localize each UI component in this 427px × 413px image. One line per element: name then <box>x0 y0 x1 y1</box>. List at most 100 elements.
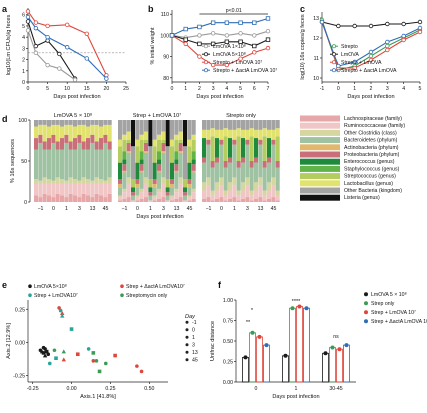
panel-d-bar-segment <box>170 200 175 202</box>
panel-d-bar-segment <box>202 190 207 199</box>
panel-f-point <box>330 345 335 350</box>
panel-d-bar-segment <box>219 120 224 130</box>
panel-d-bar-segment <box>148 146 153 180</box>
panel-d-bar-segment <box>236 190 241 196</box>
panel-b-series-3-point <box>197 24 202 30</box>
panel-d-bar-segment <box>152 197 157 201</box>
panel-d-bar-segment <box>210 120 215 129</box>
panel-e-legend-label: Strep + LmOVA10⁷ <box>34 293 78 299</box>
panel-d-bar-segment <box>258 139 263 145</box>
panel-b-x-tick-label: 7 <box>267 86 270 92</box>
panel-d-bar-segment <box>161 177 166 184</box>
panel-d-bar-segment <box>178 131 183 140</box>
panel-d-bar-segment <box>223 161 228 168</box>
panel-d-bar-segment <box>118 120 123 140</box>
panel-e-x-tick-label: 0.50 <box>144 386 154 392</box>
panel-d-bar-segment <box>206 129 211 140</box>
panel-f-bar <box>282 355 289 383</box>
panel-d-legend-label: Listeria (genus) <box>344 195 380 201</box>
panel-d-bar-segment <box>77 124 82 135</box>
panel-f-point <box>264 343 269 348</box>
panel-d-group-title: LmOVA 5 × 10⁸ <box>54 112 93 119</box>
panel-d-bar-segment <box>157 188 162 193</box>
panel-d-bar-segment <box>126 142 131 152</box>
panel-d-x-tick-label: 1 <box>233 206 236 212</box>
panel-d-bar-segment <box>202 162 207 183</box>
panel-d-bar-segment <box>94 177 99 184</box>
panel-d-bar-segment <box>131 195 136 201</box>
panel-d-bar-segment <box>148 179 153 188</box>
panel-d-bar-segment <box>152 120 157 140</box>
panel-d-bar-segment <box>191 120 196 135</box>
panel-d-legend-label: Bacteroidetes (phylum) <box>344 138 398 144</box>
panel-c-series-1-point <box>368 23 374 29</box>
panel-d-bar-segment <box>157 151 162 160</box>
panel-d-bar-segment <box>144 197 149 202</box>
panel-d-x-tick-label: 0 <box>52 206 55 212</box>
panel-d-bar-segment <box>236 200 241 202</box>
panel-d-bar-segment <box>99 195 104 202</box>
panel-d-legend-swatch <box>300 144 340 151</box>
panel-d-bar-segment <box>77 142 82 181</box>
panel-d-bar-segment <box>64 142 69 181</box>
panel-d-x-axis-label: Days post infection <box>136 214 183 220</box>
panel-c-x-axis-label: Days post infection <box>347 94 394 100</box>
panel-d-bar-segment <box>191 164 196 171</box>
panel-d-bar-segment <box>271 129 276 140</box>
panel-d-bar-segment <box>86 183 91 196</box>
panel-f-y-tick-label: 1.00 <box>223 298 233 304</box>
panel-d-bar-segment <box>228 157 233 163</box>
panel-d-bar-segment <box>144 151 149 153</box>
panel-f-point <box>344 343 349 348</box>
panel-d-bar-segment <box>126 139 131 143</box>
panel-d-bar-segment <box>135 146 140 163</box>
panel-d-bar-segment <box>232 129 237 140</box>
panel-e-point <box>60 313 65 318</box>
panel-e-point <box>94 359 99 363</box>
panel-b-x-tick-label: 3 <box>212 86 215 92</box>
panel-b-series-1-point <box>210 41 216 47</box>
panel-d-bar-segment <box>202 198 207 202</box>
panel-d-bar-segment <box>271 185 276 198</box>
panel-b-series-2-point <box>183 41 188 47</box>
panel-d-bar-segment <box>170 139 175 147</box>
panel-b-series-1-line <box>171 34 269 47</box>
panel-b-x-axis-label: Days post infection <box>196 94 243 100</box>
panel-d-bar-segment <box>187 139 192 147</box>
panel-a-series-3-point <box>104 76 109 81</box>
panel-d-bar-segment <box>99 183 104 196</box>
panel-d-bar-segment <box>139 139 144 152</box>
panel-d-bar-segment <box>178 120 183 132</box>
panel-f-legend-label: Strep only <box>371 301 395 307</box>
panel-e-point <box>69 327 74 331</box>
panel-d-bar-segment <box>103 197 108 202</box>
panel-e-legend-marker <box>120 293 124 298</box>
panel-a-x-tick-label: 5 <box>46 86 49 92</box>
panel-d-bar-segment <box>94 120 99 125</box>
panel-b-legend-label: LmOVA 5×10⁸ <box>213 52 246 58</box>
panel-d-bar-segment <box>183 200 188 202</box>
panel-d-bar-segment <box>210 128 215 137</box>
panel-d-bar-segment <box>241 138 246 158</box>
panel-d-bar-segment <box>68 149 73 178</box>
panel-d-bar-segment <box>157 139 162 152</box>
panel-d-bar-segment <box>68 124 73 142</box>
panel-e-day-marker <box>185 335 189 339</box>
panel-d-bar-segment <box>94 141 99 150</box>
panel-d-bar-segment <box>68 177 73 184</box>
panel-d-bar-segment <box>249 167 254 191</box>
panel-d-bar-segment <box>161 183 166 198</box>
panel-d-bar-segment <box>170 162 175 180</box>
panel-d-bar-segment <box>103 142 108 181</box>
panel-e-day-label: 3 <box>192 343 195 349</box>
panel-c-x-tick-label: 0 <box>337 86 340 92</box>
panel-d-bar-segment <box>245 139 250 145</box>
panel-d-bar-segment <box>144 139 149 143</box>
panel-d-bar-segment <box>86 120 91 127</box>
panel-d-bar-segment <box>223 136 228 161</box>
panel-d-bar-segment <box>245 185 250 198</box>
panel-d-bar-segment <box>47 120 52 127</box>
panel-d-bar-segment <box>249 161 254 168</box>
panel-c-legend-label: Strepto + ΔactA LmOVA <box>341 68 397 74</box>
panel-d-bar-segment <box>103 124 108 135</box>
